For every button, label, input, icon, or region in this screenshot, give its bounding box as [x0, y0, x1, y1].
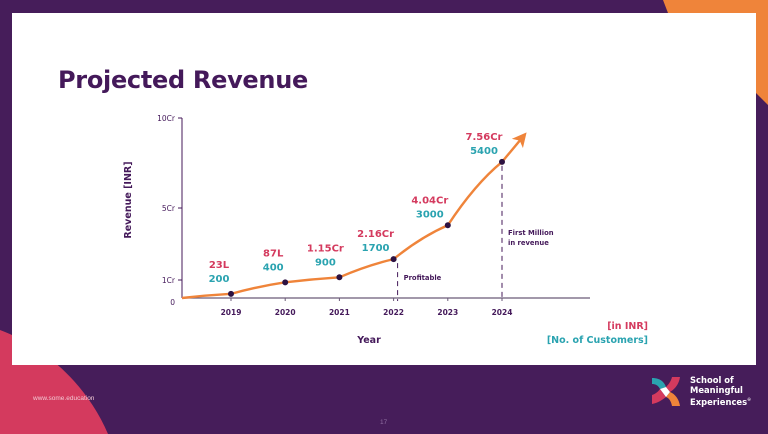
- revenue-data-label: 23L: [209, 260, 230, 271]
- customers-data-label: 200: [209, 274, 230, 285]
- customers-data-label: 3000: [416, 209, 444, 220]
- y-tick-label: 5Cr: [162, 204, 176, 213]
- annotation-label: Profitable: [404, 274, 442, 282]
- brand-name-line-2: Meaningful: [690, 384, 743, 395]
- customers-data-label: 900: [315, 257, 336, 268]
- data-point: [499, 158, 505, 165]
- y-tick-label: 0: [170, 298, 175, 307]
- data-point: [228, 290, 234, 297]
- legend-inr: [in INR]: [607, 321, 648, 332]
- brand-logo: School of Meaningful Experiences®: [650, 376, 751, 408]
- customers-data-label: 400: [263, 262, 284, 273]
- footer-website-link[interactable]: www.some.education: [33, 395, 95, 402]
- data-point: [282, 279, 289, 286]
- revenue-data-label: 4.04Cr: [411, 195, 448, 206]
- annotation-label: in revenue: [508, 239, 549, 247]
- data-point: [390, 256, 397, 263]
- x-tick-label: 2023: [437, 308, 458, 317]
- x-axis-title: Year: [356, 335, 381, 346]
- y-axis-title: Revenue [INR]: [123, 161, 134, 238]
- x-tick-label: 2021: [329, 308, 350, 317]
- slide-title: Projected Revenue: [58, 66, 308, 94]
- brand-name: School of Meaningful Experiences®: [690, 376, 751, 408]
- y-tick-label: 1Cr: [162, 276, 176, 285]
- four-petal-pinwheel-icon: [652, 377, 680, 406]
- page-number: 17: [380, 419, 388, 426]
- data-point: [336, 274, 343, 281]
- legend-customers: [No. of Customers]: [547, 335, 648, 346]
- brand-name-line-3: Experiences®: [690, 397, 752, 408]
- customers-data-label: 5400: [470, 146, 498, 157]
- orange-corner-shape: [663, 0, 768, 105]
- annotation-label: First Million: [508, 229, 554, 237]
- brand-name-line-1: School of: [690, 375, 734, 386]
- revenue-data-label: 7.56Cr: [466, 132, 503, 143]
- customers-data-label: 1700: [362, 243, 390, 254]
- revenue-line: [181, 132, 527, 300]
- x-tick-label: 2022: [383, 308, 404, 317]
- x-tick-label: 2020: [275, 308, 296, 317]
- revenue-data-label: 87L: [263, 248, 284, 259]
- revenue-data-label: 2.16Cr: [357, 229, 394, 240]
- x-tick-label: 2019: [221, 308, 242, 317]
- slide-card: [12, 13, 756, 365]
- data-point: [444, 222, 451, 229]
- y-tick-label: 10Cr: [157, 114, 176, 123]
- x-tick-label: 2024: [492, 308, 513, 317]
- revenue-data-label: 1.15Cr: [307, 243, 344, 254]
